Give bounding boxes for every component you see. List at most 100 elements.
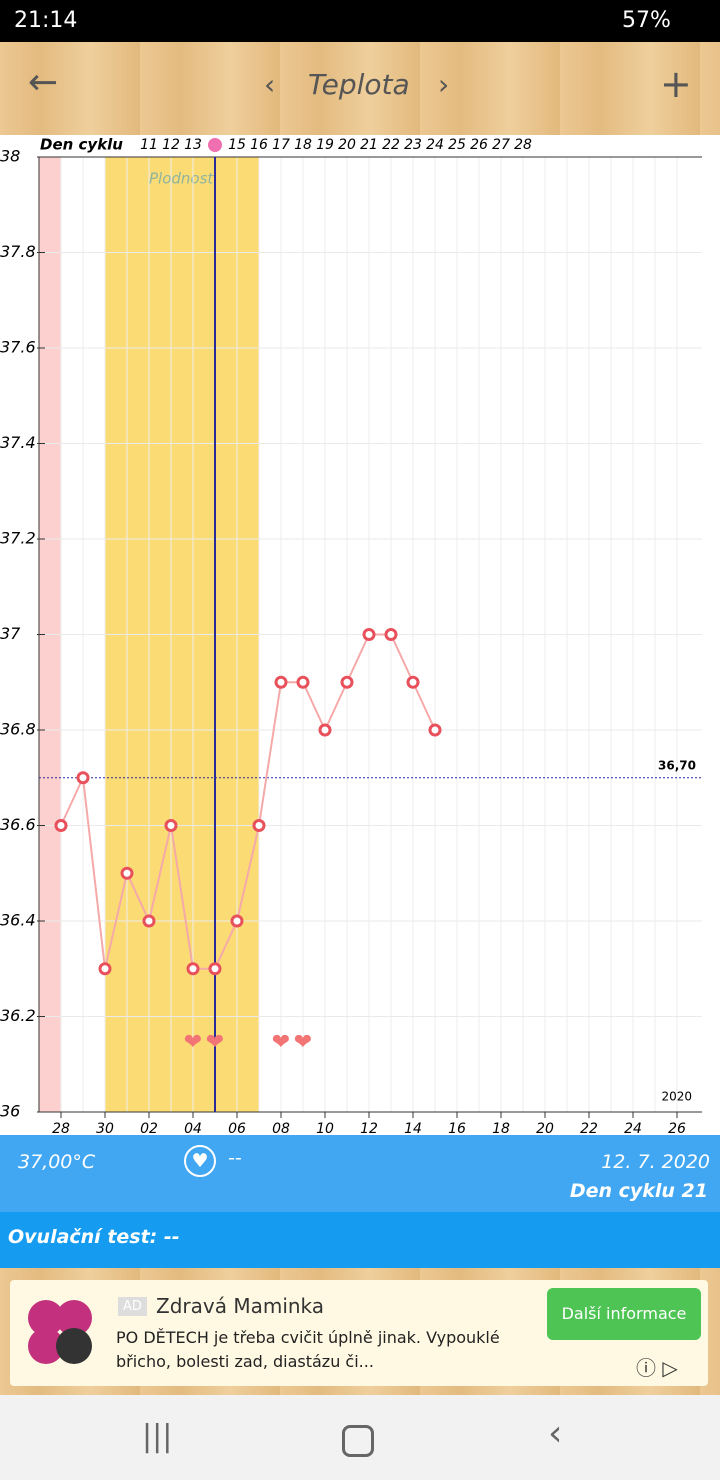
temperature-point — [428, 723, 442, 737]
temperature-point — [120, 866, 134, 880]
x-tick-label: 16 — [448, 1121, 466, 1135]
y-tick-label: 38 — [0, 147, 20, 166]
cycle-day-label: 16 — [250, 137, 268, 153]
temperature-point — [54, 819, 68, 832]
cycle-day-label: 15 — [228, 137, 246, 153]
ad-logo — [28, 1300, 92, 1364]
temperature-point — [164, 819, 178, 832]
battery: 57% — [622, 8, 671, 33]
next-button[interactable]: › — [438, 68, 450, 101]
x-tick-label: 06 — [228, 1121, 246, 1135]
ovulation-dot — [208, 138, 222, 152]
header: ← ‹ Teplota › + — [0, 42, 720, 135]
x-tick-label: 08 — [272, 1121, 290, 1135]
ad-text: PO DĚTECH je třeba cvičit úplně jinak. V… — [116, 1328, 500, 1371]
add-button[interactable]: + — [660, 62, 692, 106]
date: 12. 7. 2020 — [601, 1151, 710, 1173]
cycle-day-label: 12 — [162, 137, 180, 153]
y-tick-label: 37.6 — [0, 338, 36, 357]
threshold-label: 36,70 — [658, 758, 696, 772]
ad-button[interactable]: Další informace — [547, 1288, 701, 1340]
heart-button[interactable]: ♥ — [184, 1145, 216, 1177]
ad-badge: AD — [118, 1297, 147, 1316]
ad-area: AD Zdravá Maminka PO DĚTECH je třeba cvi… — [0, 1268, 720, 1395]
temperature-point — [318, 723, 332, 737]
y-tick-label: 36.6 — [0, 815, 36, 834]
temperature-point — [208, 962, 222, 976]
intercourse-heart: ❤ — [206, 1030, 224, 1055]
ovulation-bar: Ovulační test: -- — [0, 1212, 720, 1268]
y-tick-label: 36.4 — [0, 911, 36, 930]
cycle-day-label: 19 — [316, 137, 334, 153]
temperature-point — [340, 675, 354, 689]
cycle-label: Den cyklu — [40, 136, 123, 154]
back-nav-button[interactable]: ‹ — [548, 1413, 563, 1454]
cycle-day-label: 17 — [272, 137, 290, 153]
cycle-day: Den cyklu 21 — [569, 1180, 708, 1202]
y-tick-label: 36.2 — [0, 1006, 36, 1025]
x-tick-label: 12 — [360, 1121, 378, 1135]
x-tick-label: 30 — [96, 1121, 114, 1135]
ad-info-icons[interactable]: ⓘ ▷ — [636, 1356, 678, 1380]
temperature: 37,00°C — [18, 1151, 96, 1173]
x-tick-label: 24 — [624, 1121, 642, 1135]
ovulation-test[interactable]: Ovulační test: -- — [8, 1226, 180, 1248]
cycle-day-label: 23 — [404, 137, 422, 153]
y-tick-label: 37.8 — [0, 242, 36, 261]
nav-bar: ||| ‹ — [0, 1395, 720, 1480]
cycle-day-label: 13 — [184, 137, 202, 153]
ad-title: Zdravá Maminka — [156, 1294, 325, 1318]
cycle-day-label: 11 — [140, 137, 158, 153]
x-tick-label: 04 — [184, 1121, 202, 1135]
temperature-point — [76, 771, 90, 785]
fertile-label: Plodnost — [149, 170, 214, 188]
cycle-day-label: 20 — [338, 137, 356, 153]
x-tick-label: 22 — [580, 1121, 598, 1135]
y-tick-label: 36 — [0, 1102, 20, 1121]
x-tick-label: 20 — [536, 1121, 554, 1135]
x-tick-label: 26 — [668, 1121, 686, 1135]
intercourse-heart: ❤ — [184, 1030, 202, 1055]
temperature-point — [186, 962, 200, 976]
status-bar: 21:14 57% — [0, 0, 720, 42]
temperature-point — [296, 675, 310, 689]
cycle-day-label: 27 — [492, 137, 510, 153]
cycle-day-label: 24 — [426, 137, 444, 153]
x-tick-label: 28 — [52, 1121, 70, 1135]
year-label: 2020 — [661, 1090, 692, 1104]
y-tick-label: 37.4 — [0, 433, 36, 452]
cycle-day-label: 21 — [360, 137, 378, 153]
temperature-point — [230, 914, 244, 928]
temperature-point — [274, 675, 288, 689]
intercourse: -- — [228, 1147, 242, 1169]
cycle-day-label: 18 — [294, 137, 312, 153]
cycle-day-label: 26 — [470, 137, 488, 153]
y-tick-label: 37 — [0, 624, 21, 643]
y-tick-label: 36.8 — [0, 720, 36, 739]
y-tick-label: 37.2 — [0, 529, 36, 548]
x-tick-label: 14 — [404, 1121, 422, 1135]
cycle-day-label: 22 — [382, 137, 400, 153]
temperature-point — [406, 675, 420, 689]
info-bar: 37,00°C ♥ -- 12. 7. 2020 Den cyklu 21 — [0, 1135, 720, 1212]
cycle-day-label: 25 — [448, 137, 466, 153]
prev-button[interactable]: ‹ — [264, 68, 276, 101]
temperature-point — [252, 819, 266, 832]
x-tick-label: 02 — [140, 1121, 158, 1135]
temperature-point — [362, 628, 376, 641]
time: 21:14 — [14, 8, 78, 33]
intercourse-heart: ❤ — [294, 1030, 312, 1055]
title: Teplota — [308, 68, 410, 101]
home-button[interactable] — [342, 1425, 374, 1457]
x-tick-label: 18 — [492, 1121, 510, 1135]
back-button[interactable]: ← — [28, 62, 59, 103]
x-tick-label: 10 — [316, 1121, 334, 1135]
ad-card[interactable]: AD Zdravá Maminka PO DĚTECH je třeba cvi… — [10, 1280, 708, 1386]
cycle-day-label: 28 — [514, 137, 532, 153]
temperature-point — [142, 914, 156, 928]
intercourse-heart: ❤ — [272, 1030, 290, 1055]
temperature-point — [384, 628, 398, 641]
recent-button[interactable]: ||| — [142, 1419, 173, 1454]
